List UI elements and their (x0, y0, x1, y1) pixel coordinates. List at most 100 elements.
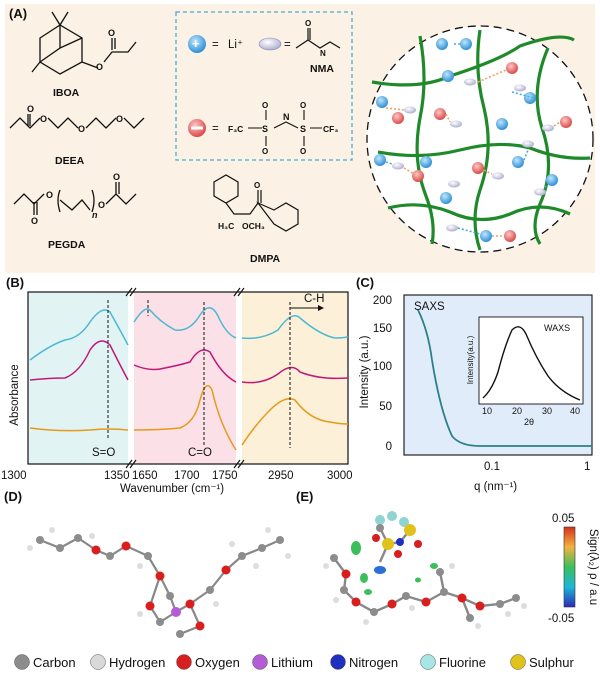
dmpa-oxygen: O (254, 181, 260, 190)
saxs-frame (403, 294, 593, 456)
li-ion-label: Li⁺ (228, 39, 243, 51)
iboa-structure (31, 11, 137, 75)
pegda-oxygen-1: O (46, 190, 53, 200)
deea-structure (9, 114, 145, 129)
saxs-label: SAXS (414, 301, 445, 313)
pegda-oxygen-2: O (98, 200, 105, 210)
colorbar-label: Sign(λ₂) ρ / a.u (587, 529, 599, 605)
atom-legend-swatch-fluorine (420, 654, 436, 670)
axis-break-marks (125, 287, 245, 469)
panel-e-label: (E) (296, 489, 313, 504)
panel-c-label: (C) (356, 275, 374, 290)
atom-legend-swatch-carbon (14, 654, 30, 670)
saxs-xtick-01: 0.1 (484, 461, 500, 473)
saxs-chart: SAXS 0 50 100 150 200 0.1 1 q (nm⁻¹) Int… (359, 294, 593, 493)
ch-annotation: C-H (304, 293, 324, 305)
ir-cyan-segment-3 (241, 315, 349, 340)
legend-box (175, 11, 353, 161)
ir-orange-segment-2 (133, 385, 237, 451)
iboa-label: IBOA (53, 87, 80, 99)
nma-oval-icon (258, 37, 282, 51)
tfsi-o-4: O (300, 147, 306, 156)
ir-region-2-bg (134, 292, 236, 464)
tfsi-o-2: O (262, 147, 268, 156)
nma-oxygen: O (305, 19, 311, 28)
nma-equals: = (284, 39, 291, 51)
tfsi-structure (248, 110, 322, 146)
atom-legend-label-carbon: Carbon (33, 655, 76, 670)
waxs-inset-frame (478, 316, 584, 405)
polymer-chains (371, 29, 591, 251)
saxs-ytick-50: 50 (379, 401, 392, 413)
tfsi-f3c: F₃C (228, 124, 243, 134)
atom-legend-swatch-lithium (252, 654, 268, 670)
ir-tick-1650: 1650 (132, 470, 158, 482)
ir-curves (29, 307, 349, 451)
waxs-xtick-20: 20 (512, 406, 522, 416)
saxs-ytick-200: 200 (373, 295, 392, 307)
ir-spectra-chart: C-H S=O C=O Absorbance 1300 1350 1650 17… (1, 287, 353, 495)
atom-legend-label-sulphur: Sulphur (529, 655, 574, 670)
atom-legend-swatch-hydrogen (90, 654, 106, 670)
d-atoms (27, 527, 291, 638)
ir-x-axis-label: Wavenumber (cm⁻¹) (120, 483, 224, 495)
nma-structure (295, 28, 341, 49)
network-nma-molecules (392, 78, 554, 232)
tfsi-o-3: O (300, 101, 306, 110)
tfsi-n: N (283, 112, 290, 122)
pegda-structure (13, 182, 137, 215)
waxs-y-axis-label: Intensity(a.u.) (466, 335, 475, 384)
nma-label: NMA (310, 63, 334, 75)
saxs-ytick-100: 100 (373, 361, 392, 373)
ir-region-1-bg (28, 292, 128, 464)
atom-legend-swatch-oxygen (176, 654, 192, 670)
tfsi-s-right: S (300, 124, 306, 134)
iboa-oxygen: O (96, 62, 103, 72)
waxs-x-axis-label: 2θ (524, 417, 534, 427)
waxs-title: WAXS (544, 323, 570, 333)
ir-orange-segment-1 (29, 427, 129, 432)
ir-tick-3000: 3000 (327, 470, 353, 482)
iboa-carbonyl-oxygen: O (108, 28, 115, 38)
ir-tick-1300: 1300 (1, 470, 27, 482)
saxs-y-axis-label: Intensity (a.u.) (359, 335, 371, 408)
network-interactions (385, 43, 561, 237)
waxs-curve (482, 326, 581, 401)
colorbar (563, 526, 576, 608)
panel-d-label: (D) (4, 489, 22, 504)
dmpa-label: DMPA (250, 253, 281, 265)
molecular-structure-e (323, 511, 527, 629)
pegda-carbonyl-oxygen-2: O (113, 172, 120, 182)
saxs-curve (417, 309, 592, 447)
pegda-label: PEGDA (48, 239, 86, 251)
waxs-xtick-40: 40 (570, 406, 580, 416)
ir-orange-segment-3 (241, 398, 349, 446)
waxs-xtick-30: 30 (542, 406, 552, 416)
e-atoms (323, 511, 527, 629)
atom-legend: Carbon Hydrogen Oxygen Lithium Nitrogen Fluor… (14, 654, 574, 670)
co-annotation: C=O (188, 447, 212, 459)
network-ions (374, 38, 572, 242)
molecular-structure-d (27, 527, 291, 638)
ir-tick-1350: 1350 (104, 470, 130, 482)
ir-magenta-segment-2 (133, 349, 237, 383)
minus-sign (191, 126, 203, 130)
panel-b-label: (B) (6, 275, 24, 290)
ir-magenta-segment-1 (29, 340, 129, 381)
atom-legend-label-hydrogen: Hydrogen (109, 655, 165, 670)
saxs-ytick-150: 150 (373, 323, 392, 335)
deea-label: DEEA (55, 155, 85, 167)
deea-oxygen-1: O (40, 114, 47, 124)
polymer-network-diagram (366, 25, 594, 253)
atom-legend-label-fluorine: Fluorine (439, 655, 486, 670)
ch-arrow-head (318, 305, 324, 311)
dmpa-structure (213, 174, 299, 232)
ir-tick-2950: 2950 (268, 470, 294, 482)
tfsi-cf3: CF₃ (323, 124, 338, 134)
atom-legend-swatch-nitrogen (330, 654, 346, 670)
saxs-x-axis-label: q (nm⁻¹) (474, 481, 517, 493)
plus-equals: = (212, 39, 219, 51)
nma-nitrogen: N (320, 49, 326, 58)
